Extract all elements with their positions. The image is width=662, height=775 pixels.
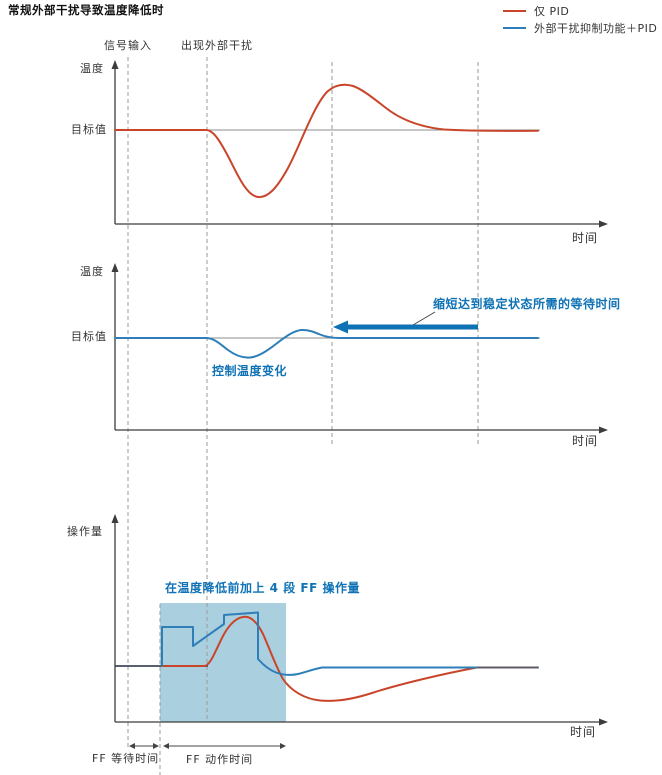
chart1-target-value-label: 目标值 [71,123,107,136]
x-axis-arrowhead-icon [599,220,608,228]
legend-red-line-icon [503,9,526,12]
page-title: 常规外部干扰导致温度降低时 [8,3,164,17]
shorten-wait-arrowhead-icon [333,320,348,334]
disturbance-label: 出现外部干扰 [181,39,253,52]
ff-action-time-label: FF 动作时间 [186,753,254,766]
chart3-y-axis-label: 操作量 [67,525,103,538]
ff-added-annotation: 在温度降低前加上 4 段 FF 操作量 [165,581,360,595]
y-axis-arrowhead-icon [111,263,119,272]
legend-label-pid-only: 仅 PID [534,4,570,18]
curve-ff-pid-temperature [114,328,539,359]
x-axis-arrowhead-icon [599,426,608,434]
curve-ff-pid-output [161,611,539,676]
legend: 仅 PID 外部干扰抑制功能＋PID [503,2,657,36]
legend-item-ff-pid: 外部干扰抑制功能＋PID [503,19,657,36]
chart2-target-value-label: 目标值 [71,330,107,343]
controlled-change-annotation: 控制温度变化 [212,364,288,378]
legend-blue-line-icon [503,26,526,29]
x-axis-arrowhead-icon [599,718,608,726]
chart1-y-axis-label: 温度 [80,62,104,75]
chart1-x-axis-label: 时间 [572,231,599,245]
y-axis-arrowhead-icon [111,60,119,69]
measure-arrowhead-left-icon [129,743,135,749]
measure-arrowhead-right-icon [153,743,159,749]
curve-pid-only-temperature [114,83,539,199]
measure-arrowhead-left-icon [163,743,169,749]
measure-arrowhead-right-icon [280,743,286,749]
annotation-leader-line [412,311,436,326]
legend-item-pid-only: 仅 PID [503,2,657,19]
chart3-x-axis-label: 时间 [570,725,597,739]
ff-wait-time-label: FF 等待时间 [92,752,160,765]
curve-pid-only-output [161,615,539,702]
y-axis-arrowhead-icon [111,514,119,523]
chart2-x-axis-label: 时间 [572,434,599,448]
legend-label-ff-pid: 外部干扰抑制功能＋PID [534,21,658,35]
signal-input-label: 信号输入 [104,39,152,52]
chart2-y-axis-label: 温度 [80,265,104,278]
shorten-wait-annotation: 缩短达到稳定状态所需的等待时间 [433,297,621,311]
